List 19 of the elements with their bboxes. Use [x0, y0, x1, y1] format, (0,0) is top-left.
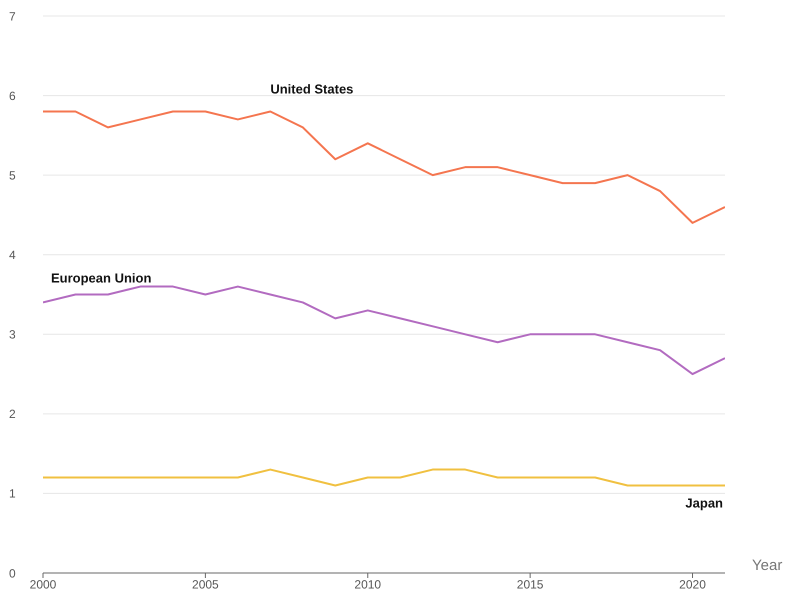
- series-label: European Union: [51, 270, 152, 286]
- y-tick-label: 2: [9, 407, 16, 422]
- y-tick-label: 7: [9, 9, 16, 24]
- x-tick-label: 2020: [679, 578, 706, 592]
- x-tick-label: 2005: [192, 578, 220, 592]
- series-label: Japan: [685, 495, 724, 510]
- x-axis-title: Year: [752, 557, 782, 574]
- x-tick-label: 2015: [516, 578, 544, 592]
- series-label: United States: [270, 81, 354, 96]
- line-series: [43, 286, 725, 376]
- y-tick-label: 4: [9, 248, 16, 262]
- line-series: [43, 110, 725, 224]
- y-tick-label: 6: [9, 88, 16, 103]
- x-tick-label: 2010: [354, 578, 382, 592]
- y-tick-label: 3: [9, 328, 16, 342]
- y-tick-label: 5: [9, 168, 16, 182]
- x-tick-label: 2000: [30, 578, 57, 592]
- y-tick-label: 1: [9, 486, 16, 501]
- y-tick-label: 0: [9, 566, 16, 580]
